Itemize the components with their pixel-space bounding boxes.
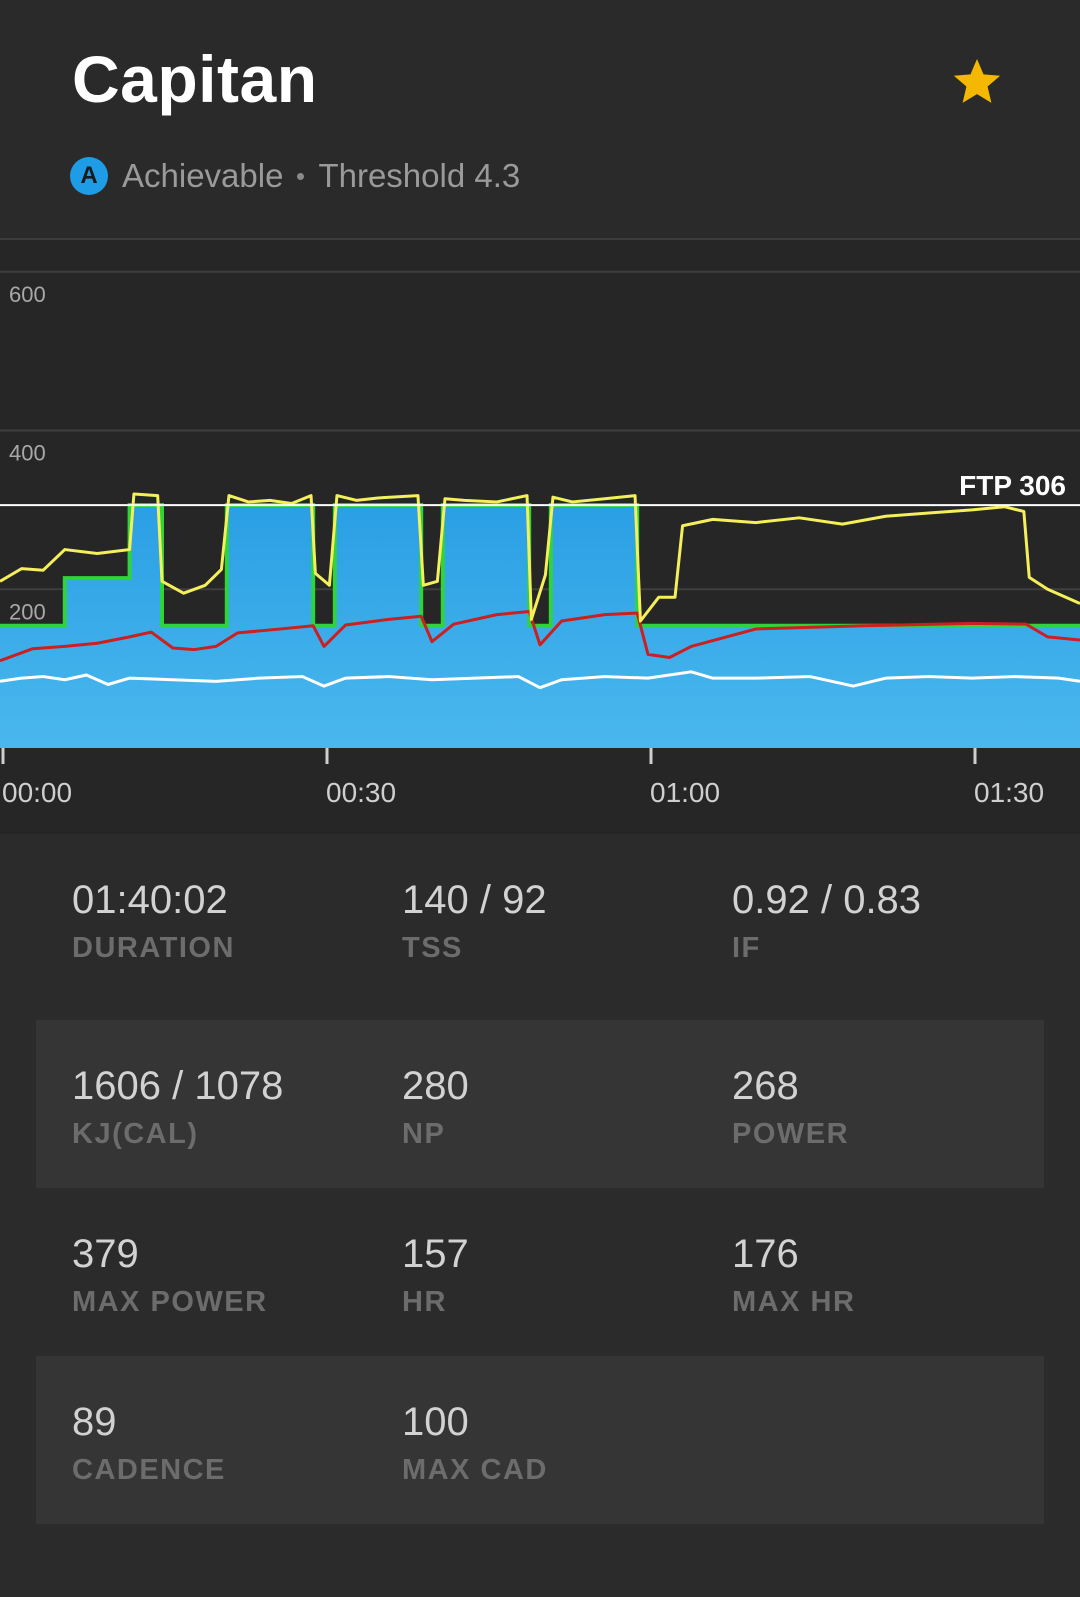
stats-row: 89 CADENCE 100 MAX CAD	[36, 1356, 1044, 1524]
x-tick-label: 01:00	[650, 777, 720, 808]
stat-label: POWER	[732, 1118, 850, 1150]
separator-dot	[297, 172, 305, 180]
stat-label: TSS	[402, 932, 463, 964]
y-tick-label: 600	[9, 282, 46, 307]
stat-label: KJ(CAL)	[72, 1118, 199, 1150]
stat-value: 1606 / 1078	[72, 1064, 284, 1108]
stat-label: DURATION	[72, 932, 235, 964]
star-icon[interactable]	[950, 55, 1004, 109]
cadence-line	[0, 670, 1080, 690]
x-tick-label: 00:30	[326, 777, 396, 808]
stat-label: HR	[402, 1286, 447, 1318]
stat-label: MAX CAD	[402, 1454, 548, 1486]
workout-subtitle: A Achievable Threshold 4.3	[70, 156, 520, 196]
ftp-label: FTP 306	[959, 470, 1066, 501]
heart-rate-line	[0, 609, 1080, 663]
stat-value: 157	[402, 1232, 469, 1276]
stat-label: IF	[732, 932, 761, 964]
stat-value: 0.92 / 0.83	[732, 878, 922, 922]
workout-chart: FTP 306 200 400 600 00:00 00:30 01:00 01:30	[0, 240, 1080, 834]
stats-row: 01:40:02 DURATION 140 / 92 TSS 0.92 / 0.…	[36, 834, 1044, 1002]
stat-label: NP	[402, 1118, 446, 1150]
stat-label: CADENCE	[72, 1454, 226, 1486]
difficulty-badge: A	[70, 157, 108, 195]
stats-panel: 01:40:02 DURATION 140 / 92 TSS 0.92 / 0.…	[0, 834, 1080, 1597]
stat-label: MAX POWER	[72, 1286, 268, 1318]
stat-value: 100	[402, 1400, 469, 1444]
stat-value: 268	[732, 1064, 799, 1108]
stat-value: 89	[72, 1400, 117, 1444]
workout-chart-svg: FTP 306 200 400 600 00:00 00:30 01:00 01:30	[0, 270, 1080, 808]
workout-header: Capitan A Achievable Threshold 4.3	[0, 0, 1080, 238]
target-power-line	[0, 503, 1080, 628]
y-tick-label: 200	[9, 599, 46, 624]
y-tick-label: 400	[9, 441, 46, 466]
stat-value: 176	[732, 1232, 799, 1276]
x-tick-label: 00:00	[2, 777, 72, 808]
header-divider	[0, 238, 1080, 240]
power-line	[0, 492, 1080, 623]
stat-value: 379	[72, 1232, 139, 1276]
category-label: Threshold 4.3	[318, 157, 521, 194]
stat-value: 140 / 92	[402, 878, 547, 922]
stats-row: 1606 / 1078 KJ(CAL) 280 NP 268 POWER	[36, 1020, 1044, 1188]
stat-value: 280	[402, 1064, 469, 1108]
stats-row: 379 MAX POWER 157 HR 176 MAX HR	[36, 1188, 1044, 1356]
difficulty-label: Achievable	[122, 157, 284, 194]
stat-value: 01:40:02	[72, 878, 228, 922]
stat-label: MAX HR	[732, 1286, 856, 1318]
x-tick-label: 01:30	[974, 777, 1044, 808]
workout-title: Capitan	[72, 42, 318, 116]
